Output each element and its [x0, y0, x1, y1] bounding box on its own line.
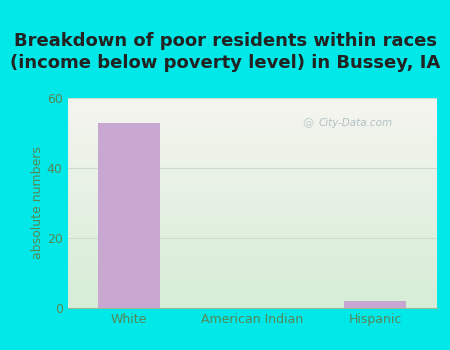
Text: @: @	[302, 118, 313, 128]
Bar	[98, 122, 160, 308]
Text: City-Data.com: City-Data.com	[319, 118, 392, 128]
Text: Breakdown of poor residents within races
(income below poverty level) in Bussey,: Breakdown of poor residents within races…	[10, 32, 440, 72]
Y-axis label: absolute numbers: absolute numbers	[31, 147, 44, 259]
Bar	[344, 301, 406, 308]
